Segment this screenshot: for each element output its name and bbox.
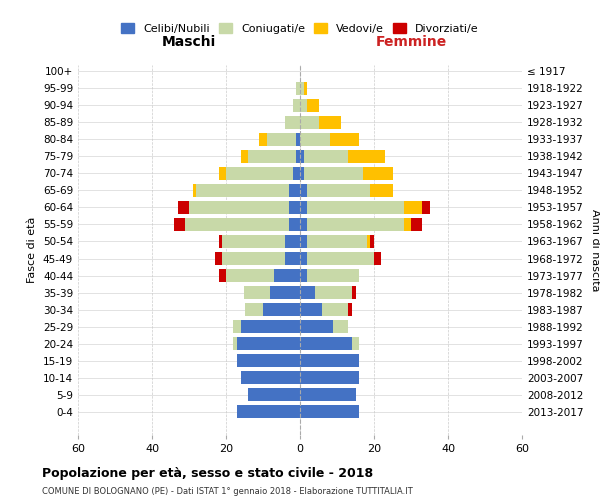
Bar <box>307 252 374 265</box>
Bar <box>300 286 315 299</box>
Bar <box>300 99 307 112</box>
Bar <box>300 354 359 367</box>
Bar <box>304 167 363 179</box>
Bar <box>363 167 392 179</box>
Bar <box>370 184 392 197</box>
Bar <box>248 388 300 401</box>
Bar <box>248 150 296 162</box>
Bar <box>300 184 307 197</box>
Bar <box>300 82 304 94</box>
Bar <box>307 99 319 112</box>
Y-axis label: Fasce di età: Fasce di età <box>28 217 37 283</box>
Bar <box>300 320 334 333</box>
Bar <box>215 252 223 265</box>
Bar <box>293 99 300 112</box>
Bar <box>304 82 307 94</box>
Bar <box>218 269 226 282</box>
Bar <box>334 320 348 333</box>
Bar <box>322 303 348 316</box>
Bar <box>178 201 189 214</box>
Bar <box>222 235 285 248</box>
Text: Popolazione per età, sesso e stato civile - 2018: Popolazione per età, sesso e stato civil… <box>42 468 373 480</box>
Bar <box>289 218 300 231</box>
Bar <box>300 338 352 350</box>
Bar <box>352 286 355 299</box>
Bar <box>300 167 304 179</box>
Bar <box>296 150 300 162</box>
Bar <box>367 235 370 248</box>
Bar <box>300 252 307 265</box>
Bar <box>266 133 296 145</box>
Bar <box>259 133 266 145</box>
Bar <box>300 269 307 282</box>
Bar <box>241 150 248 162</box>
Bar <box>304 150 348 162</box>
Bar <box>222 252 285 265</box>
Bar <box>226 269 274 282</box>
Bar <box>296 133 300 145</box>
Bar <box>241 320 300 333</box>
Bar <box>271 286 300 299</box>
Bar <box>263 303 300 316</box>
Bar <box>193 184 196 197</box>
Bar <box>237 338 300 350</box>
Bar <box>348 303 352 316</box>
Bar <box>300 235 307 248</box>
Bar <box>300 116 319 128</box>
Bar <box>348 150 385 162</box>
Bar <box>289 184 300 197</box>
Legend: Celibi/Nubili, Coniugati/e, Vedovi/e, Divorziati/e: Celibi/Nubili, Coniugati/e, Vedovi/e, Di… <box>117 19 483 38</box>
Bar <box>233 320 241 333</box>
Bar <box>289 201 300 214</box>
Bar <box>300 218 307 231</box>
Bar <box>307 269 359 282</box>
Bar <box>296 82 300 94</box>
Bar <box>300 201 307 214</box>
Bar <box>374 252 382 265</box>
Bar <box>218 167 226 179</box>
Bar <box>307 184 370 197</box>
Bar <box>352 338 359 350</box>
Bar <box>274 269 300 282</box>
Bar <box>226 167 293 179</box>
Bar <box>300 303 322 316</box>
Bar <box>404 218 411 231</box>
Bar <box>285 252 300 265</box>
Bar <box>404 201 422 214</box>
Bar <box>370 235 374 248</box>
Text: Femmine: Femmine <box>376 35 446 49</box>
Bar <box>315 286 352 299</box>
Bar <box>245 303 263 316</box>
Bar <box>307 235 367 248</box>
Bar <box>422 201 430 214</box>
Bar <box>285 235 300 248</box>
Bar <box>300 406 359 418</box>
Bar <box>241 372 300 384</box>
Text: COMUNE DI BOLOGNANO (PE) - Dati ISTAT 1° gennaio 2018 - Elaborazione TUTTITALIA.: COMUNE DI BOLOGNANO (PE) - Dati ISTAT 1°… <box>42 488 413 496</box>
Bar <box>300 133 329 145</box>
Bar <box>237 354 300 367</box>
Bar <box>411 218 422 231</box>
Bar <box>218 235 223 248</box>
Bar <box>174 218 185 231</box>
Y-axis label: Anni di nascita: Anni di nascita <box>590 209 600 291</box>
Bar <box>307 218 404 231</box>
Bar <box>319 116 341 128</box>
Bar <box>293 167 300 179</box>
Text: Maschi: Maschi <box>162 35 216 49</box>
Bar <box>237 406 300 418</box>
Bar <box>233 338 237 350</box>
Bar <box>196 184 289 197</box>
Bar <box>329 133 359 145</box>
Bar <box>189 201 289 214</box>
Bar <box>185 218 289 231</box>
Bar <box>300 150 304 162</box>
Bar <box>307 201 404 214</box>
Bar <box>285 116 300 128</box>
Bar <box>300 372 359 384</box>
Bar <box>245 286 271 299</box>
Bar <box>300 388 355 401</box>
